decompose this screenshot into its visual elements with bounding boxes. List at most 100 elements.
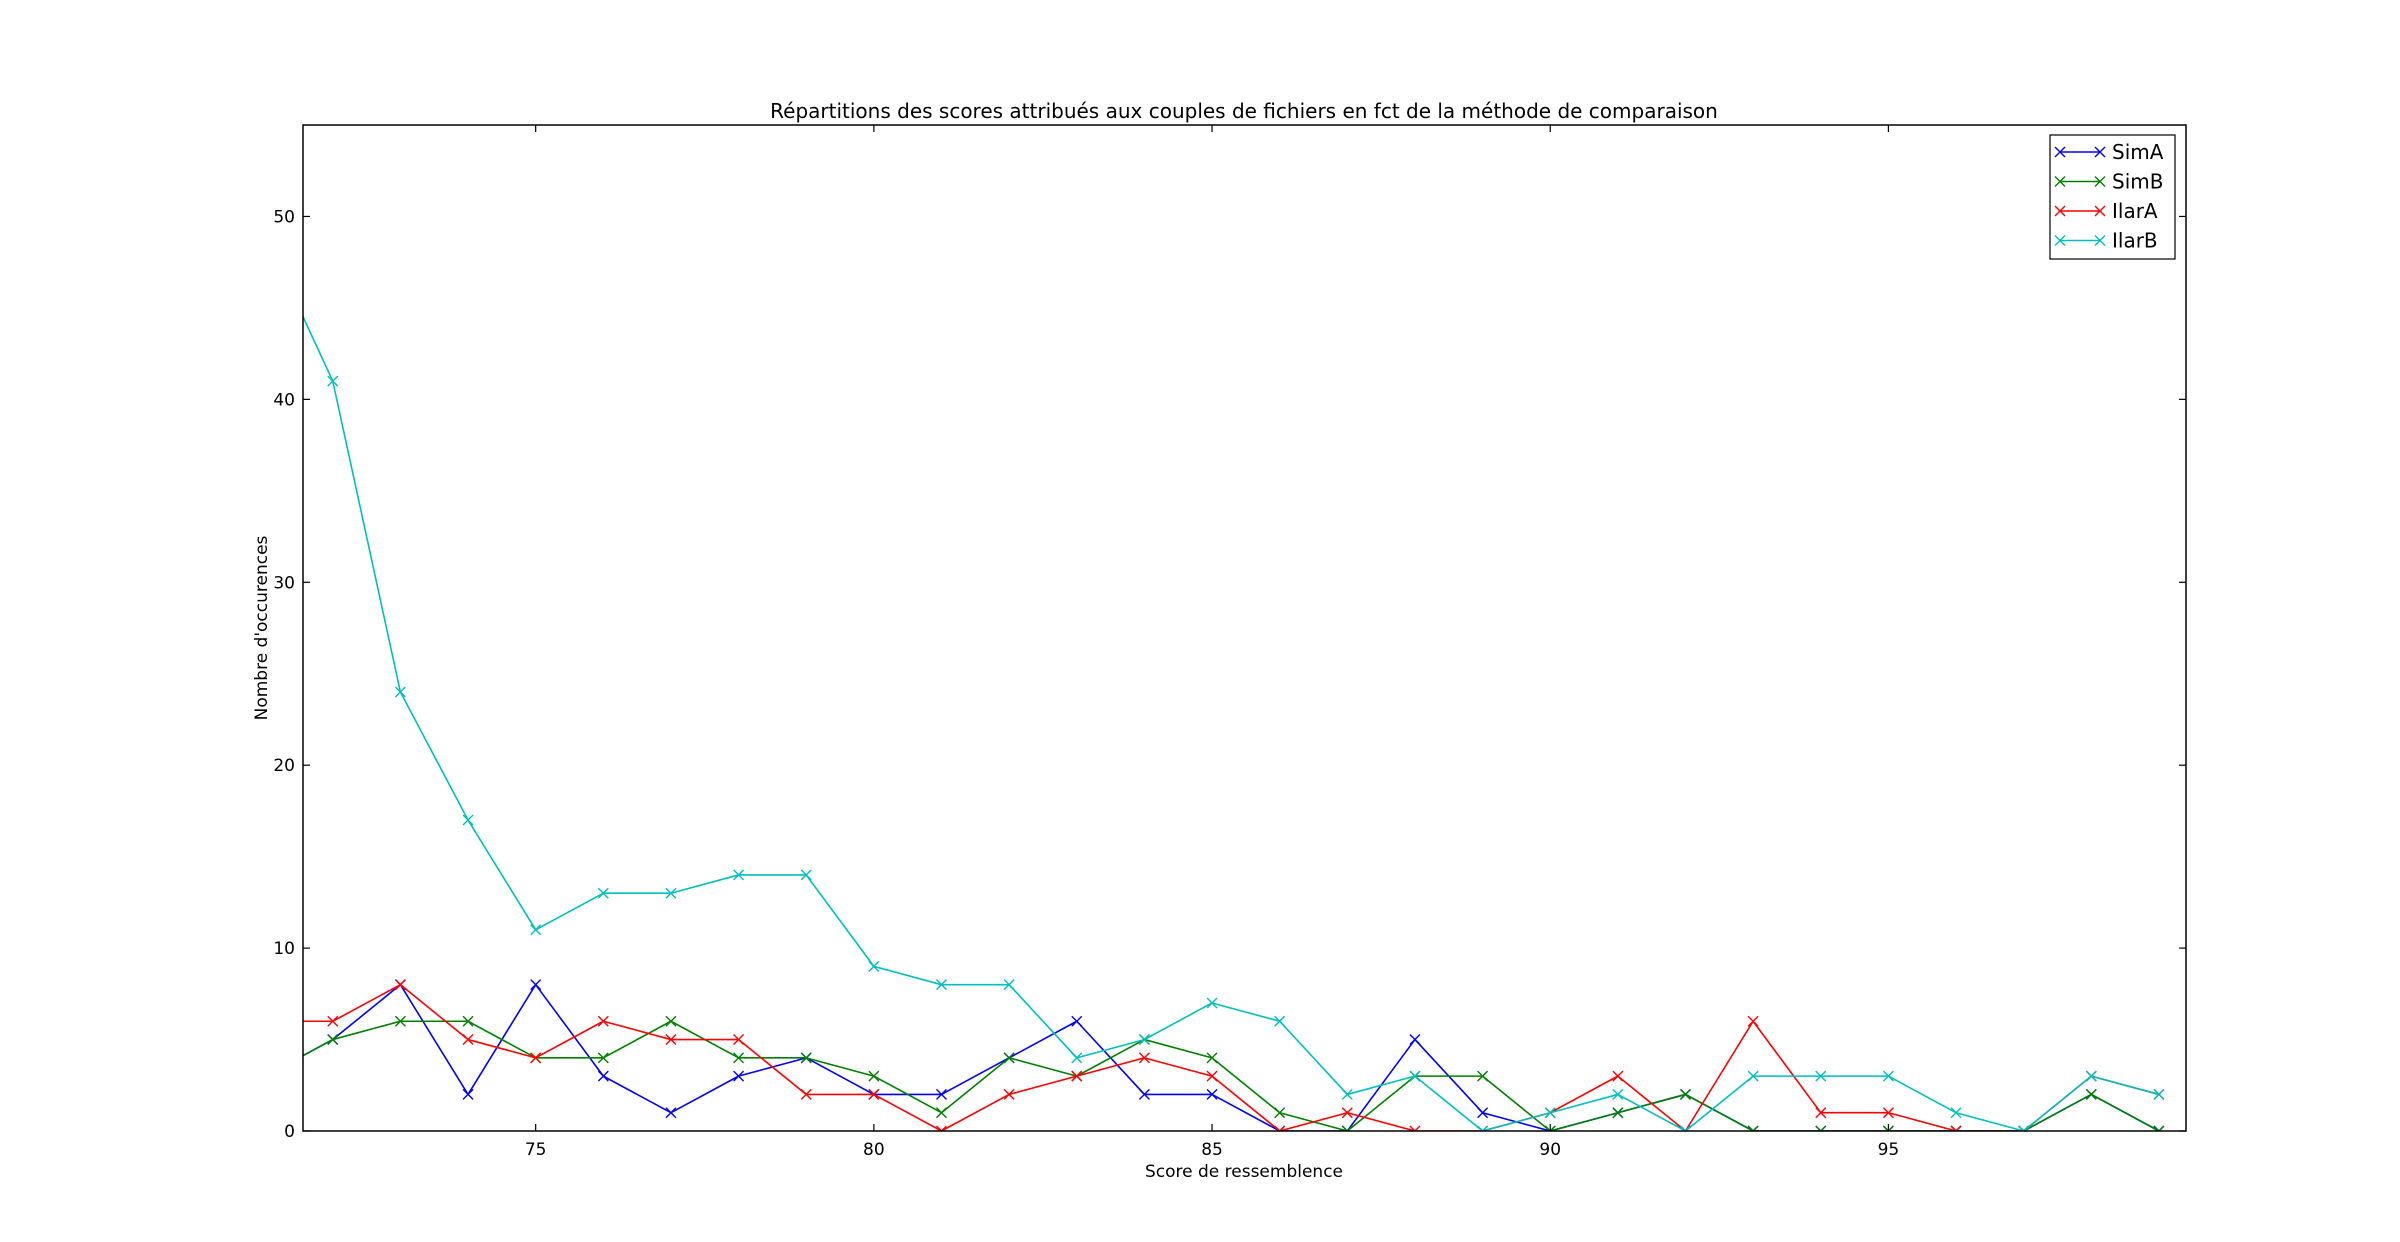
x-tick-label: 80: [863, 1140, 885, 1160]
chart-title: Répartitions des scores attribués aux co…: [770, 99, 1718, 123]
data-point-simb: [1274, 1107, 1286, 1119]
data-point-ilarb: [2085, 1070, 2097, 1082]
legend-entry-sima: SimA: [2054, 140, 2164, 164]
data-point-ilarb: [1003, 979, 1015, 991]
series-ilarb: [303, 314, 2165, 1131]
data-point-ilara: [597, 1015, 609, 1027]
data-point-simb: [1477, 1070, 1489, 1082]
data-point-simb: [665, 1015, 677, 1027]
y-axis-label: Nombre d'occurences: [252, 535, 272, 720]
data-point-ilara: [1138, 1052, 1150, 1064]
x-tick-label: 90: [1539, 1140, 1561, 1160]
legend-marker: [2054, 176, 2066, 187]
y-tick-label: 10: [273, 939, 295, 959]
data-point-ilara: [394, 979, 406, 991]
data-point-simb: [2153, 1125, 2165, 1131]
data-point-ilara: [1071, 1070, 1083, 1082]
x-tick-label: 75: [525, 1140, 547, 1160]
data-point-ilara: [462, 1034, 474, 1046]
legend-marker: [2094, 146, 2106, 158]
axes: 75 80 85 90 95 0 10 20 30 40 50: [273, 125, 2186, 1160]
data-point-simb: [868, 1070, 880, 1082]
data-point-simb: [800, 1052, 812, 1064]
data-point-ilara: [1747, 1015, 1759, 1027]
data-point-ilarb: [394, 686, 406, 698]
data-point-ilara: [800, 1088, 812, 1100]
legend-box: [2049, 134, 2176, 260]
data-point-ilarb: [1071, 1052, 1083, 1064]
data-point-sima: [1138, 1088, 1150, 1100]
legend-entry-ilara: IlarA: [2054, 199, 2158, 223]
data-point-simb: [1882, 1125, 1894, 1131]
data-point-ilara: [733, 1034, 745, 1046]
legend-label: IlarA: [2112, 199, 2158, 223]
data-point-sima: [935, 1088, 947, 1100]
data-point-ilarb: [1341, 1088, 1353, 1100]
data-point-sima: [1409, 1034, 1421, 1046]
data-point-ilara: [665, 1034, 677, 1046]
data-point-ilara: [935, 1125, 947, 1131]
plot-frame: [302, 124, 2187, 1132]
data-point-ilara: [1882, 1107, 1894, 1119]
legend-marker: [2054, 235, 2066, 246]
data-point-ilarb: [2153, 1088, 2165, 1100]
legend-label: IlarB: [2112, 229, 2158, 253]
data-point-simb: [597, 1052, 609, 1064]
data-point-ilara: [1950, 1125, 1962, 1131]
data-point-ilarb: [868, 960, 880, 972]
legend-entry-simb: SimB: [2054, 170, 2163, 194]
data-point-sima: [733, 1070, 745, 1082]
data-point-ilarb: [733, 869, 745, 881]
data-point-sima: [530, 979, 542, 991]
data-point-ilarb: [530, 924, 542, 936]
series-simb: [303, 1015, 2165, 1131]
data-point-sima: [1206, 1088, 1218, 1100]
legend-marker: [2054, 205, 2066, 217]
data-point-ilarb: [1544, 1107, 1556, 1119]
data-point-ilara: [1612, 1070, 1624, 1082]
data-point-ilarb: [1882, 1070, 1894, 1082]
data-point-ilarb: [800, 869, 812, 881]
data-point-ilarb: [935, 979, 947, 991]
data-point-sima: [1071, 1015, 1083, 1027]
data-point-simb: [327, 1034, 339, 1046]
data-point-ilarb: [665, 887, 677, 899]
data-point-simb: [394, 1015, 406, 1027]
data-point-ilarb: [1138, 1034, 1150, 1046]
legend-entry-ilarb: IlarB: [2054, 229, 2158, 253]
plot-area: [303, 125, 2186, 1131]
legend-marker: [2094, 176, 2106, 187]
data-point-ilarb: [1409, 1070, 1421, 1082]
y-tick-label: 50: [273, 207, 295, 227]
data-point-ilarb: [2018, 1125, 2030, 1131]
data-point-simb: [1341, 1125, 1353, 1131]
y-tick-label: 20: [273, 756, 295, 776]
data-point-ilarb: [1206, 997, 1218, 1009]
x-tick-label: 85: [1201, 1140, 1223, 1160]
legend-marker: [2094, 205, 2106, 217]
legend-marker: [2094, 235, 2106, 246]
data-point-ilara: [868, 1088, 880, 1100]
x-axis-label: Score de ressemblence: [1145, 1162, 1343, 1182]
data-point-sima: [597, 1070, 609, 1082]
data-point-ilarb: [1950, 1107, 1962, 1119]
x-tick-label: 95: [1878, 1140, 1900, 1160]
data-point-simb: [1679, 1088, 1691, 1100]
data-point-ilara: [530, 1052, 542, 1064]
data-point-simb: [1747, 1125, 1759, 1131]
legend-label: SimA: [2112, 140, 2164, 164]
data-point-simb: [2085, 1088, 2097, 1100]
data-point-simb: [1544, 1125, 1556, 1131]
data-point-ilarb: [1477, 1125, 1489, 1131]
data-point-ilara: [1409, 1125, 1421, 1131]
data-point-ilarb: [1612, 1088, 1624, 1100]
data-point-simb: [1612, 1107, 1624, 1119]
data-point-ilarb: [1747, 1070, 1759, 1082]
legend-marker: [2054, 146, 2066, 158]
y-tick-label: 30: [273, 573, 295, 593]
data-point-simb: [462, 1015, 474, 1027]
data-point-ilarb: [1815, 1070, 1827, 1082]
data-point-ilara: [327, 1015, 339, 1027]
data-point-sima: [1477, 1107, 1489, 1119]
data-point-ilara: [1206, 1070, 1218, 1082]
